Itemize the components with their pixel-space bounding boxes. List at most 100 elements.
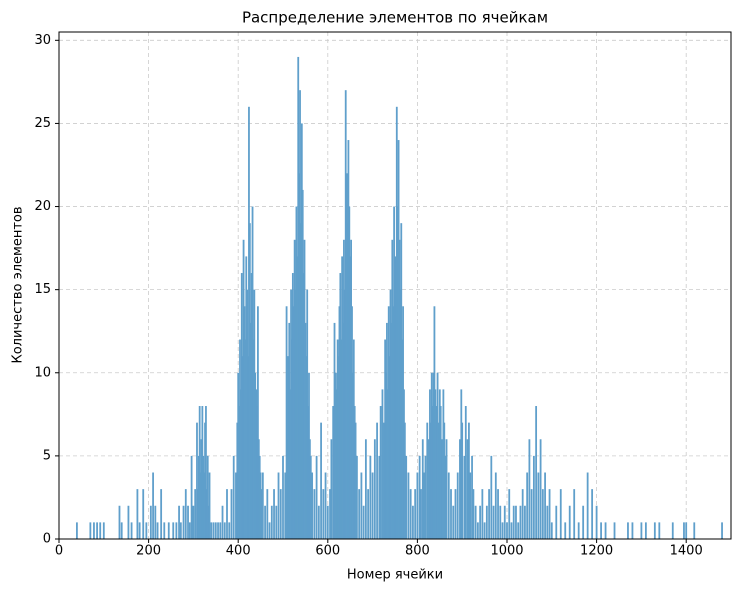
- bar: [564, 522, 567, 539]
- bar: [685, 522, 688, 539]
- y-tick-label: 15: [34, 282, 51, 297]
- bar: [497, 489, 499, 539]
- bar: [577, 522, 580, 539]
- bar: [381, 389, 384, 539]
- bar: [120, 522, 123, 539]
- bar: [640, 522, 643, 539]
- x-tick-label: 1200: [580, 544, 613, 559]
- x-tick-label: 600: [315, 544, 340, 559]
- bar: [275, 505, 278, 539]
- bar: [273, 489, 275, 539]
- bar: [154, 505, 157, 539]
- bar: [573, 489, 576, 539]
- bar: [426, 422, 429, 539]
- bar: [472, 489, 475, 539]
- bar: [447, 472, 450, 539]
- bar: [333, 322, 336, 539]
- bar: [403, 422, 406, 539]
- bar: [145, 522, 148, 539]
- bar: [311, 472, 314, 539]
- bar: [658, 522, 661, 539]
- bar: [358, 489, 361, 539]
- bar: [266, 489, 269, 539]
- bar: [214, 522, 217, 539]
- bar: [142, 489, 145, 539]
- bar: [671, 522, 674, 539]
- bar: [452, 505, 455, 539]
- bar: [483, 522, 486, 539]
- bar: [152, 472, 154, 539]
- bar: [435, 406, 438, 539]
- bar: [515, 505, 517, 539]
- bar: [182, 505, 185, 539]
- bar: [613, 522, 616, 539]
- bar: [412, 505, 414, 539]
- bar: [364, 439, 367, 539]
- bar: [99, 522, 102, 539]
- bar: [313, 489, 316, 539]
- y-tick-label: 25: [34, 116, 51, 131]
- bar: [136, 489, 139, 539]
- bar: [320, 422, 322, 539]
- bar: [414, 489, 417, 539]
- bar: [376, 422, 378, 539]
- bar: [600, 522, 602, 539]
- bar: [261, 472, 264, 539]
- bar: [450, 489, 452, 539]
- bar: [130, 522, 133, 539]
- y-tick-label: 30: [34, 33, 51, 48]
- bar: [149, 505, 152, 539]
- bar: [517, 522, 520, 539]
- bar: [418, 455, 421, 539]
- bar: [532, 455, 535, 539]
- x-axis-label: Номер ячейки: [347, 568, 443, 583]
- bar: [436, 372, 439, 539]
- bar: [284, 472, 287, 539]
- bar: [198, 406, 201, 539]
- bar: [501, 522, 504, 539]
- bar: [223, 522, 226, 539]
- bar: [506, 522, 508, 539]
- bar: [627, 522, 629, 539]
- bar: [282, 455, 284, 539]
- bar: [461, 422, 464, 539]
- chart-title: Распределение элементов по ячейкам: [242, 9, 548, 27]
- bar: [332, 406, 335, 539]
- y-tick-label: 5: [43, 448, 51, 463]
- bar: [382, 422, 385, 539]
- bar: [492, 505, 495, 539]
- bar: [315, 455, 318, 539]
- bar: [683, 522, 685, 539]
- bar: [479, 505, 482, 539]
- bar: [257, 306, 259, 539]
- bar: [356, 455, 358, 539]
- bar: [539, 439, 542, 539]
- bar: [212, 522, 215, 539]
- bar: [485, 505, 488, 539]
- bar: [163, 522, 166, 539]
- bar: [324, 472, 327, 539]
- bar: [512, 505, 515, 539]
- bar: [521, 489, 524, 539]
- y-tick-label: 20: [34, 199, 51, 214]
- bar: [644, 522, 647, 539]
- bar: [188, 522, 191, 539]
- bar: [196, 422, 198, 539]
- bar: [468, 422, 470, 539]
- bar: [277, 472, 280, 539]
- bar: [445, 439, 448, 539]
- bar: [439, 406, 442, 539]
- bar: [499, 505, 502, 539]
- bar: [524, 505, 526, 539]
- bar: [407, 472, 410, 539]
- bar: [604, 522, 607, 539]
- y-tick-label: 0: [43, 532, 51, 547]
- bar: [175, 522, 178, 539]
- bar: [326, 505, 329, 539]
- bar: [317, 505, 320, 539]
- bar: [528, 439, 531, 539]
- bar: [360, 472, 363, 539]
- bar: [503, 505, 506, 539]
- bar: [474, 505, 477, 539]
- bar: [205, 406, 207, 539]
